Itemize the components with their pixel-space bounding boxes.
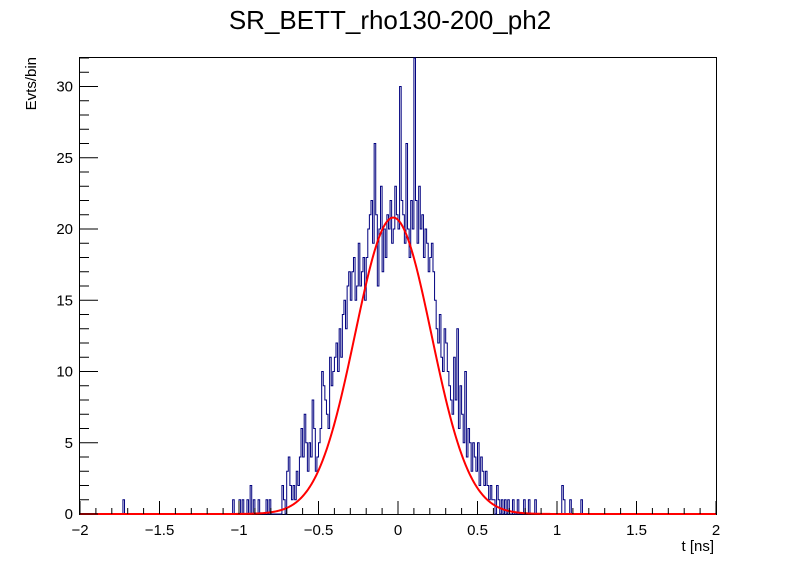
x-tick-label: 1 xyxy=(553,522,561,539)
y-tick-label: 15 xyxy=(56,292,73,309)
plot-frame xyxy=(79,57,717,515)
y-tick-label: 25 xyxy=(56,150,73,167)
x-tick-label: 0 xyxy=(394,522,402,539)
x-axis-label: t [ns] xyxy=(681,538,714,555)
y-tick-label: 0 xyxy=(65,506,73,523)
x-tick-label: −2 xyxy=(71,522,88,539)
x-tick-label: 2 xyxy=(712,522,720,539)
x-tick-label: 0.5 xyxy=(467,522,488,539)
x-tick-label: −1 xyxy=(230,522,247,539)
y-axis-label: Evts/bin xyxy=(23,57,40,110)
y-tick-label: 30 xyxy=(56,79,73,96)
y-tick-label: 10 xyxy=(56,364,73,381)
gaussian-fit-curve xyxy=(80,216,716,515)
x-tick-label: −0.5 xyxy=(304,522,334,539)
y-tick-label: 5 xyxy=(65,435,73,452)
chart-title: SR_BETT_rho130-200_ph2 xyxy=(229,5,551,35)
x-tick-label: −1.5 xyxy=(145,522,175,539)
y-tick-label: 20 xyxy=(56,221,73,238)
x-tick-label: 1.5 xyxy=(626,522,647,539)
series-layer xyxy=(80,57,716,515)
